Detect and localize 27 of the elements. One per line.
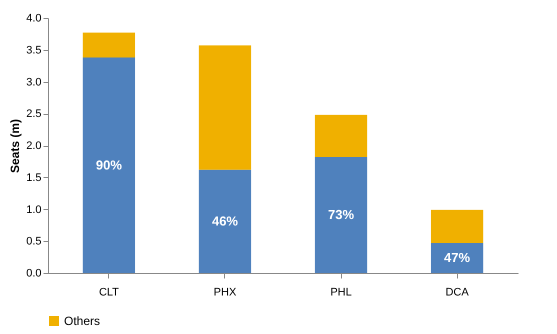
annotation: 90% bbox=[96, 157, 122, 172]
y-tick-label: 4.0 bbox=[26, 12, 42, 24]
x-tick-label: DCA bbox=[445, 286, 470, 298]
bar bbox=[314, 114, 368, 157]
bar bbox=[198, 45, 252, 170]
x-tick-label: PHX bbox=[214, 286, 237, 298]
annotation: 73% bbox=[328, 206, 354, 222]
bar bbox=[314, 156, 368, 273]
y-tick-label: 1.5 bbox=[26, 172, 42, 184]
y-tick-label: 3.0 bbox=[26, 76, 42, 88]
y-tick-label: 0.0 bbox=[26, 268, 42, 280]
y-axis-title: Seats (m) bbox=[8, 118, 22, 174]
x-tick-label: CLT bbox=[98, 286, 120, 298]
bar bbox=[430, 210, 484, 244]
annotation: 46% bbox=[212, 213, 238, 228]
y-tick-label: 3.5 bbox=[26, 44, 42, 56]
legend-label: Others bbox=[64, 314, 100, 328]
annotation: 47% bbox=[444, 250, 471, 266]
y-tick-label: 2.5 bbox=[26, 108, 42, 120]
bar bbox=[82, 32, 136, 58]
x-tick-label: PHL bbox=[330, 286, 352, 298]
y-tick-label: 2.0 bbox=[26, 140, 42, 152]
y-tick-label: 0.5 bbox=[26, 236, 42, 248]
bar bbox=[82, 58, 136, 273]
bar bbox=[430, 243, 484, 273]
bar bbox=[198, 170, 252, 273]
y-tick-label: 1.0 bbox=[26, 204, 42, 216]
